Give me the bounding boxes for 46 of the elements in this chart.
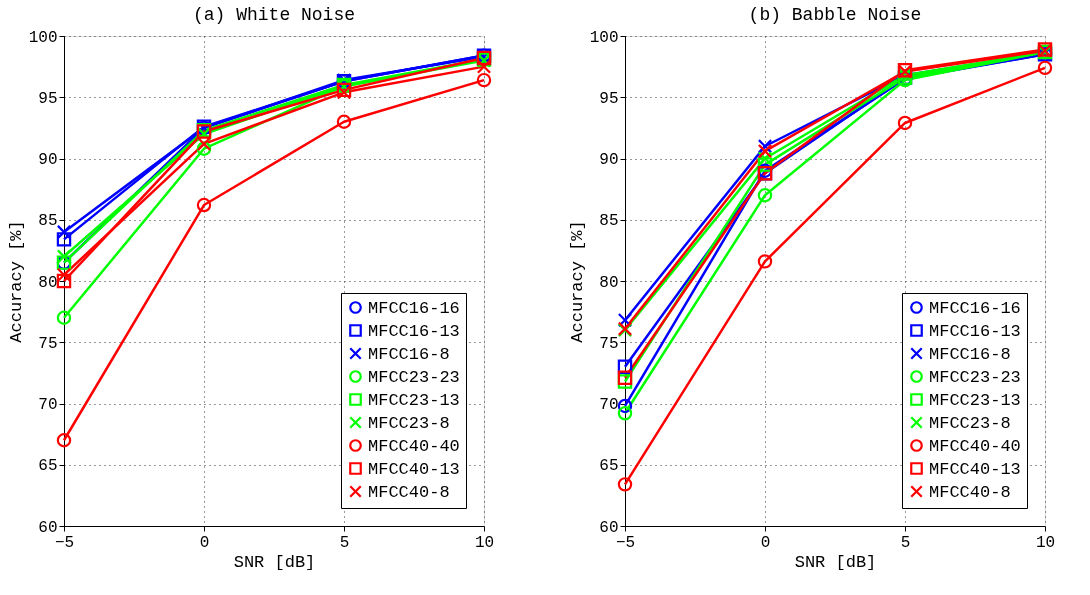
y-tick-label: 100 (28, 28, 58, 47)
x-tick-label: 0 (199, 533, 210, 552)
legend-label: MFCC40-13 (368, 459, 460, 479)
y-axis-title: Accuracy [%] (567, 220, 587, 343)
legend-label: MFCC16-16 (368, 298, 460, 318)
y-tick-label: 75 (599, 334, 619, 353)
legend-label: MFCC23-13 (368, 390, 460, 410)
x-tick-label: 0 (760, 533, 771, 552)
legend-label: MFCC40-8 (368, 482, 450, 502)
x-axis-title: SNR [dB] (794, 552, 877, 572)
x-axis-title: SNR [dB] (233, 552, 316, 572)
y-tick-label: 95 (38, 89, 58, 108)
y-axis-title: Accuracy [%] (6, 220, 26, 343)
legend-label: MFCC16-13 (368, 321, 460, 341)
y-tick-label: 90 (38, 151, 58, 169)
y-tick-label: 65 (599, 457, 619, 476)
legend-label: MFCC23-23 (929, 367, 1021, 387)
x-tick-label: 5 (900, 533, 911, 552)
legend-label: MFCC16-13 (929, 321, 1021, 341)
legend-label: MFCC40-40 (368, 436, 460, 456)
legend-label: MFCC40-8 (929, 482, 1011, 502)
y-tick-label: 70 (38, 396, 58, 414)
y-tick-label: 100 (589, 28, 619, 47)
legend-label: MFCC40-40 (929, 436, 1021, 456)
y-tick-label: 85 (599, 212, 619, 231)
x-tick-label: 10 (474, 533, 495, 552)
legend-label: MFCC23-8 (368, 413, 450, 433)
legend-label: MFCC23-23 (368, 367, 460, 387)
y-tick-label: 95 (599, 89, 619, 108)
chart-title: (a) White Noise (192, 5, 356, 25)
y-tick-label: 80 (38, 273, 58, 292)
chart-title: (b) Babble Noise (748, 5, 922, 25)
legend-label: MFCC16-8 (368, 344, 450, 364)
y-tick-label: 65 (38, 457, 58, 476)
x-tick-label: 10 (1035, 533, 1056, 552)
y-tick-label: 70 (599, 396, 619, 414)
y-tick-label: 75 (38, 334, 58, 353)
legend-label: MFCC16-16 (929, 298, 1021, 318)
legend-label: MFCC23-8 (929, 413, 1011, 433)
x-tick-label: 5 (339, 533, 350, 552)
legend-label: MFCC23-13 (929, 390, 1021, 410)
legend-label: MFCC16-8 (929, 344, 1011, 364)
legend-label: MFCC40-13 (929, 459, 1021, 479)
y-tick-label: 85 (38, 212, 58, 231)
y-tick-label: 90 (599, 151, 619, 169)
y-tick-label: 80 (599, 273, 619, 292)
